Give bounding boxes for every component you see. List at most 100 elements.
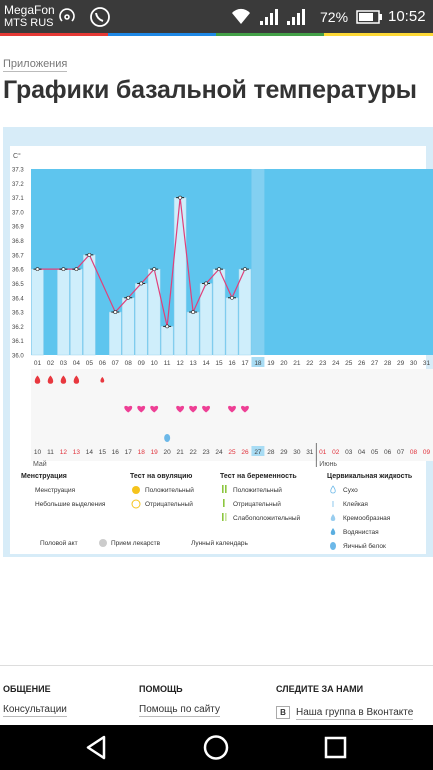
footer: ОБЩЕНИЕ Консультации ПОМОЩЬ Помощь по са… <box>0 665 433 726</box>
temperature-bar <box>147 268 161 356</box>
cycle-day-label: 25 <box>345 360 353 367</box>
legend-title-menstruation: Менструация <box>21 473 67 480</box>
markers-area <box>31 369 433 461</box>
legend-creamy-icon <box>330 514 336 521</box>
calendar-date-label: 26 <box>241 449 249 456</box>
legend-item-label: Небольшие выделения <box>35 500 106 508</box>
cycle-day-label: 15 <box>215 360 223 367</box>
legend-dry-icon <box>330 485 336 494</box>
intercourse-heart-icon <box>176 405 185 413</box>
legend-item-label: Отрицательный <box>233 500 281 508</box>
system-icons <box>232 8 305 25</box>
calendar-date-label: 28 <box>267 449 275 456</box>
calendar-date-label: 25 <box>228 449 236 456</box>
footer-link-consultations[interactable]: Консультации <box>3 704 67 717</box>
y-tick-label: 36.9 <box>12 225 24 231</box>
legend-medication-icon <box>99 539 107 547</box>
temperature-bar <box>186 311 200 356</box>
breadcrumb[interactable]: Приложения <box>3 58 68 72</box>
temperature-bar <box>212 268 226 356</box>
calendar-date-label: 13 <box>73 449 81 456</box>
legend-item-label: Положительный <box>145 486 194 494</box>
calendar-date-label: 19 <box>151 449 159 456</box>
cycle-day-label: 22 <box>306 360 314 367</box>
recents-button[interactable] <box>306 725 366 770</box>
calendar-date-label: 29 <box>280 449 288 456</box>
calendar-date-label: 16 <box>112 449 120 456</box>
page-title: Графики базальной температуры <box>3 76 417 104</box>
calendar-date-label: 07 <box>397 449 405 456</box>
temperature-point <box>165 324 170 329</box>
temperature-point <box>243 267 247 272</box>
temperature-point <box>139 281 144 286</box>
menstruation-drop-icon <box>34 375 41 384</box>
temperature-bar <box>57 268 70 356</box>
cycle-day-label: 17 <box>241 360 249 367</box>
temperature-point <box>61 267 66 272</box>
temperature-bar <box>31 268 44 356</box>
cycle-day-label: 03 <box>60 360 68 367</box>
footer-heading: ОБЩЕНИЕ <box>3 684 51 694</box>
temperature-bar <box>199 283 213 356</box>
temperature-point <box>204 281 208 286</box>
y-tick-label: 36.5 <box>12 282 24 288</box>
temperature-bar <box>173 197 187 356</box>
cycle-day-label: 27 <box>371 360 379 367</box>
calendar-date-label: 08 <box>410 449 418 456</box>
y-tick-label: 36.6 <box>12 268 24 274</box>
legend-eggwhite-icon <box>330 542 336 550</box>
cycle-day-label: 12 <box>177 360 185 367</box>
cycle-day-label: 07 <box>112 360 120 367</box>
legend-item-label: Сухо <box>343 487 358 494</box>
cycle-day-label: 08 <box>125 360 133 367</box>
current-day-highlight <box>251 169 265 355</box>
footer-link-vk-group[interactable]: Наша группа в Вконтакте <box>296 707 414 720</box>
cycle-day-label: 29 <box>397 360 405 367</box>
legend-sticky-icon: I <box>332 500 334 509</box>
legend-pregnancy-positive-icon <box>225 485 227 493</box>
temperature-bar <box>160 326 174 356</box>
home-icon <box>203 735 229 760</box>
calendar-date-label: 12 <box>60 449 68 456</box>
status-accent-strip <box>0 33 433 36</box>
menstruation-drop-icon <box>60 375 67 384</box>
legend-pregnancy-weak-icon <box>222 513 224 521</box>
cycle-day-label: 09 <box>138 360 146 367</box>
legend-item-label: Лунный календарь <box>191 539 248 547</box>
legend-watery-icon <box>330 528 336 535</box>
calendar-date-label: 04 <box>358 449 366 456</box>
temperature-bar <box>70 268 83 356</box>
calendar-date-label: 14 <box>86 449 94 456</box>
cycle-day-label: 19 <box>267 360 275 367</box>
back-button[interactable] <box>66 725 126 770</box>
temperature-point <box>126 295 131 300</box>
calendar-date-label: 17 <box>125 449 133 456</box>
legend-item-label: Менструация <box>35 487 76 494</box>
medication-icon <box>164 434 171 442</box>
legend-item-label: Клейкая <box>343 500 368 508</box>
legend-panel <box>10 470 426 554</box>
cycle-day-label: 23 <box>319 360 327 367</box>
carrier-name-1: MegaFon <box>4 3 55 17</box>
calendar-date-label: 11 <box>47 449 54 456</box>
temperature-point <box>178 195 183 200</box>
temperature-point <box>87 252 92 257</box>
legend-item-label: Половой акт <box>40 539 78 547</box>
calendar-date-label: 31 <box>306 449 314 456</box>
footer-col-communication: ОБЩЕНИЕ Консультации <box>3 684 67 717</box>
y-tick-label: 37.3 <box>12 168 24 174</box>
home-button[interactable] <box>186 725 246 770</box>
bbt-chart-svg: С° 36.0 36.1 36.2 36.3 36.4 36.5 36.6 36.7 36.8 3… <box>10 146 433 554</box>
footer-link-site-help[interactable]: Помощь по сайту <box>139 704 220 717</box>
temperature-point <box>217 267 221 272</box>
legend-title-pregnancy: Тест на беременность <box>220 472 297 480</box>
cycle-day-label: 11 <box>164 360 171 367</box>
calendar-date-label: 20 <box>164 449 172 456</box>
intercourse-heart-icon <box>124 405 133 413</box>
y-tick-label: 36.0 <box>12 354 24 360</box>
calendar-date-label: 27 <box>254 449 262 456</box>
y-tick-label: 36.1 <box>12 339 24 345</box>
bbt-chart: С° 36.0 36.1 36.2 36.3 36.4 36.5 36.6 36.7 36.8 3… <box>3 127 433 557</box>
legend-item-label: Кремообразная <box>343 514 391 522</box>
legend-item-label: Яичный белок <box>343 542 386 550</box>
